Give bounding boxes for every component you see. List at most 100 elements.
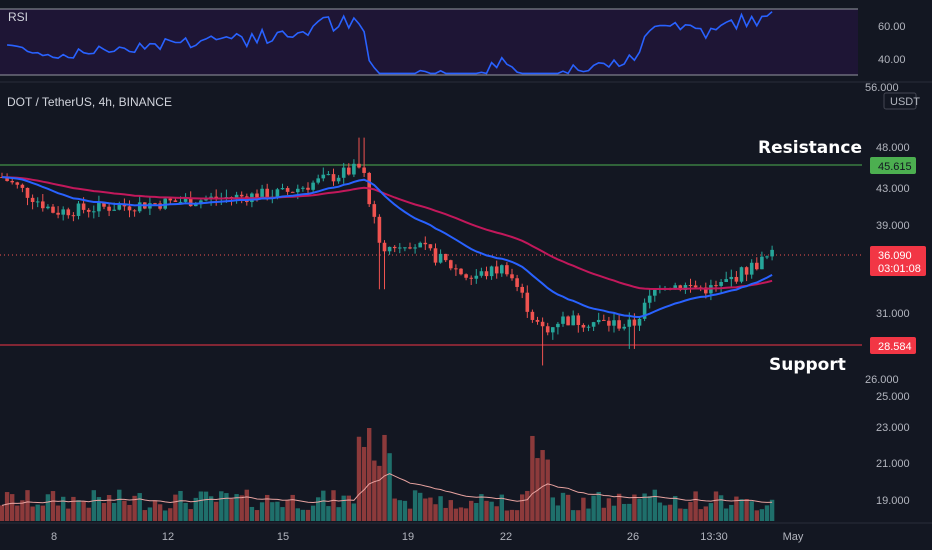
candle-body — [719, 281, 723, 286]
volume-bar — [749, 501, 754, 521]
volume-bar — [40, 505, 45, 521]
time-tick-15: 15 — [277, 531, 289, 543]
volume-bar — [724, 508, 729, 521]
volume-bar — [693, 491, 698, 521]
candle-body — [505, 265, 509, 275]
price-pane[interactable]: DOT / TetherUS, 4h, BINANCE 56.000 USDT … — [0, 82, 926, 521]
support-price-tag — [870, 337, 916, 354]
volume-bar — [616, 493, 622, 521]
price-tick-31: 31.000 — [876, 308, 910, 320]
rsi-line — [7, 11, 773, 75]
candle-body — [382, 242, 387, 252]
candle-body — [372, 204, 377, 217]
rsi-tick-60: 60.00 — [878, 21, 906, 33]
candle-body — [515, 278, 519, 287]
candle-body — [194, 204, 198, 207]
volume-bar — [356, 436, 362, 521]
volume-bar — [377, 465, 382, 521]
volume-bar — [698, 509, 703, 521]
candle-body — [729, 276, 734, 280]
volume-bar — [647, 496, 652, 521]
candle-body — [275, 189, 280, 197]
candle-body — [377, 216, 382, 243]
volume-bar — [336, 507, 341, 521]
bar-countdown: 03:01:08 — [878, 263, 921, 275]
volume-bar — [127, 504, 132, 521]
price-tick-top: 56.000 — [865, 82, 899, 94]
candle-body — [449, 260, 453, 269]
volume-bar — [764, 505, 770, 521]
volume-bar — [4, 492, 10, 521]
candle-body — [331, 174, 336, 182]
volume-bar — [351, 503, 357, 521]
candle-body — [469, 277, 473, 279]
candle-body — [10, 181, 14, 183]
candle-body — [403, 247, 407, 249]
candle-body — [265, 188, 269, 199]
candle-body — [566, 316, 570, 326]
volume-bar — [198, 491, 204, 521]
candle-body — [484, 271, 489, 277]
volume-bar — [290, 494, 295, 521]
volume-bar — [443, 507, 448, 521]
volume-bar — [571, 510, 576, 521]
candle-body — [15, 182, 20, 185]
candle-body — [545, 326, 550, 333]
last-price-value: 36.090 — [878, 250, 912, 262]
candle-body — [688, 285, 693, 287]
candle-body — [438, 253, 443, 263]
volume-bar — [203, 491, 209, 521]
volume-bar — [66, 508, 71, 521]
candle-body — [423, 242, 428, 245]
price-tick-48: 48.000 — [876, 142, 910, 154]
candle-body — [418, 242, 422, 248]
time-tick-8: 8 — [51, 531, 57, 543]
candle-body — [132, 210, 137, 212]
volume-bar — [474, 502, 479, 521]
candle-body — [122, 205, 127, 207]
time-axis[interactable]: 8 12 15 19 22 26 13:30 May — [51, 531, 804, 543]
volume-bar — [183, 502, 188, 521]
volume-bar — [453, 508, 459, 521]
ema-slow-line — [1, 176, 773, 291]
candle-body — [530, 311, 535, 320]
volume-bar — [392, 498, 397, 521]
volume-bar — [20, 500, 25, 521]
volume-bar — [254, 510, 260, 521]
volume-bar — [305, 509, 311, 521]
candle-body — [596, 319, 601, 323]
rsi-tick-40: 40.00 — [878, 54, 906, 66]
volume-bar — [361, 446, 367, 521]
time-tick-1330: 13:30 — [700, 531, 728, 543]
volume-bar — [729, 504, 734, 521]
volume-bar — [627, 503, 632, 521]
volume-bar — [249, 506, 255, 521]
volume-bar — [346, 495, 351, 521]
volume-bar — [326, 506, 331, 521]
volume-bar — [91, 490, 96, 521]
volume-bar — [25, 490, 30, 521]
volume-bar — [224, 493, 229, 521]
volume-bar — [61, 496, 66, 521]
time-tick-may: May — [783, 531, 804, 543]
volume-bar — [86, 507, 91, 521]
currency-button[interactable] — [883, 92, 917, 110]
candle-body — [306, 187, 310, 190]
volume-bar — [550, 497, 555, 521]
candle-body — [280, 188, 285, 190]
candle-body — [20, 184, 25, 188]
candle-body — [51, 206, 55, 213]
volume-bar — [734, 496, 739, 521]
volume-bar — [239, 495, 244, 521]
volume-bar — [81, 501, 86, 521]
volume-bar — [234, 494, 239, 521]
volume-bar — [188, 509, 193, 521]
volume-bar — [713, 491, 719, 521]
volume-bar — [448, 500, 453, 521]
volume-bar — [744, 499, 749, 521]
candle-body — [454, 268, 458, 270]
rsi-pane[interactable]: RSI 60.00 40.00 — [0, 8, 906, 76]
candle-body — [474, 275, 479, 279]
candle-body — [352, 163, 356, 175]
